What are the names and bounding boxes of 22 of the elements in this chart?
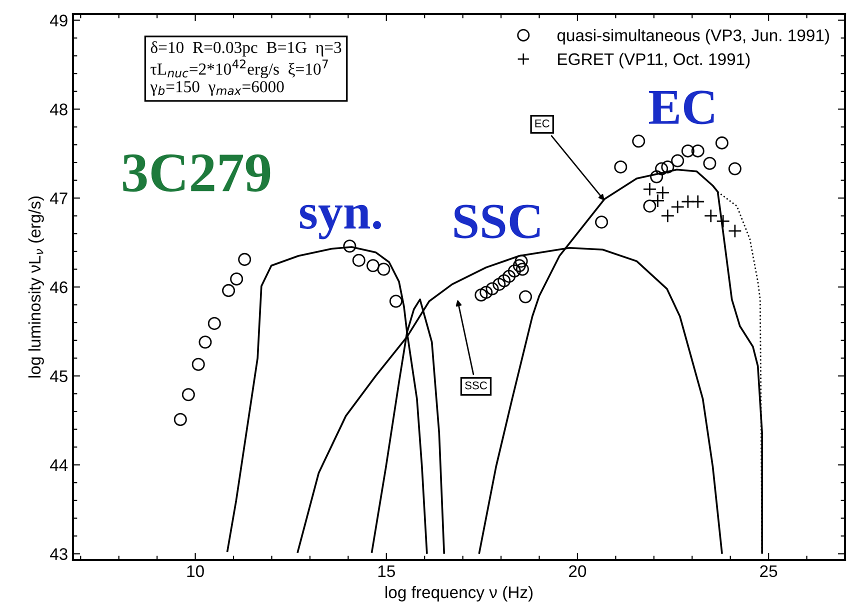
annotation: EC [649, 90, 714, 124]
annotation: EC [535, 119, 550, 128]
y-tick-label: 49 [50, 14, 68, 26]
x-axis-title: log frequency ν (Hz) [386, 586, 533, 602]
y-axis-title: log luminosity νL$_{ν}$ (erg/s) [28, 196, 44, 378]
x-tick-label: 15 [378, 565, 395, 578]
y-tick-label: 43 [50, 548, 68, 560]
x-tick-label: 10 [187, 565, 204, 578]
y-tick-label: 44 [50, 459, 68, 471]
x-tick-label: 25 [760, 565, 778, 578]
legend-label: quasi-simultaneous (VP3, Jun. 1991) [557, 29, 829, 45]
y-tick-label: 48 [50, 104, 68, 116]
annotation: SSC [465, 381, 487, 390]
legend-label: EGRET (VP11, Oct. 1991) [558, 52, 750, 68]
annotation: SSC [454, 204, 540, 238]
text: δ=10 R=0.03pc B=1G η=3 τL$_{nuc}$=2*10$^{42}$erg/s ξ=10$^{7}$ γ$_{b}$=150 γ$_{max}$=6000 [150, 41, 342, 96]
y-tick-label: 45 [50, 370, 68, 382]
annotation: syn. [300, 204, 382, 240]
x-tick-label: 20 [569, 565, 586, 578]
y-tick-label: 46 [50, 281, 68, 294]
annotation: 3C279 [122, 154, 270, 192]
y-tick-label: 47 [50, 192, 68, 204]
